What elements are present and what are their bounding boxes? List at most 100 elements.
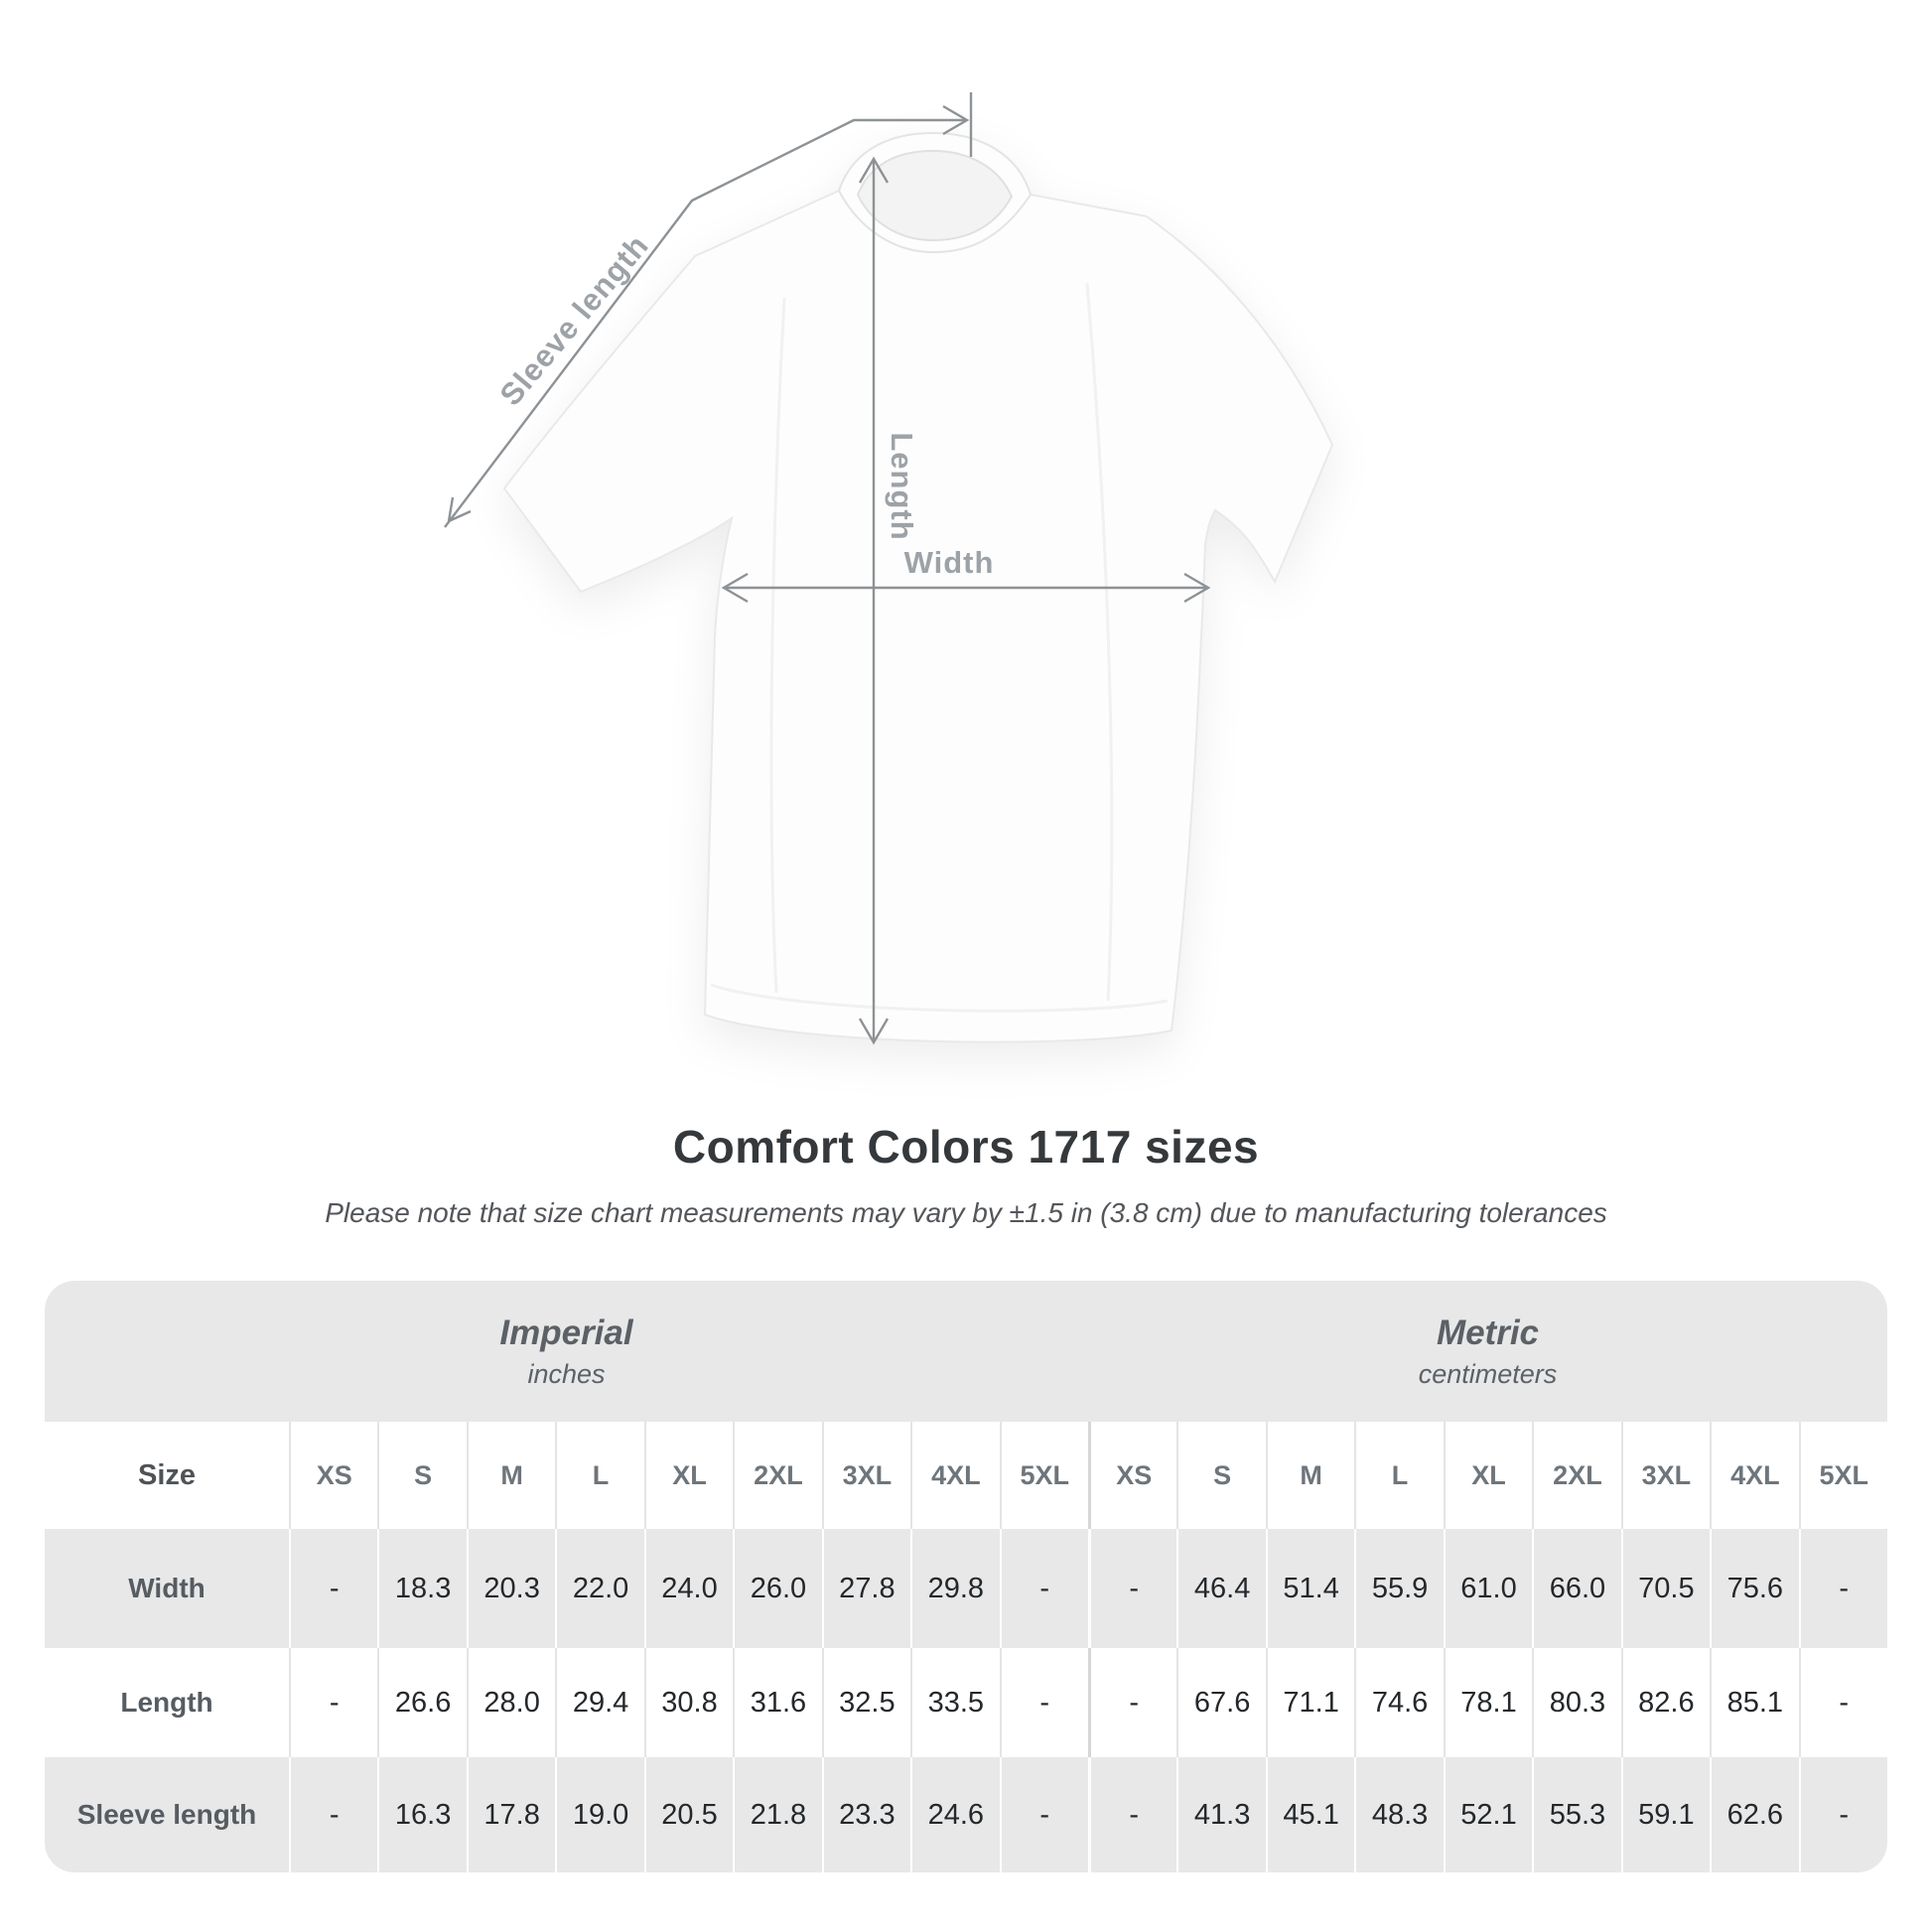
value-cell: 45.1 (1265, 1757, 1355, 1872)
value-cell: - (999, 1648, 1088, 1757)
column-header-imperial-2xl: 2XL (733, 1422, 822, 1529)
value-cell: 18.3 (377, 1529, 467, 1648)
imperial-section-unit: inches (527, 1358, 606, 1389)
value-cell: - (1798, 1529, 1887, 1648)
value-cell: 21.8 (733, 1757, 822, 1872)
value-cell: 55.9 (1354, 1529, 1444, 1648)
value-cell: 29.8 (910, 1529, 1000, 1648)
value-cell: 62.6 (1710, 1757, 1799, 1872)
column-header-imperial-3xl: 3XL (821, 1422, 911, 1529)
column-header-metric-l: L (1354, 1422, 1444, 1529)
column-header-metric-3xl: 3XL (1620, 1422, 1711, 1529)
value-cell: 41.3 (1176, 1757, 1266, 1872)
value-cell: 26.0 (733, 1529, 822, 1648)
imperial-section-header: Imperial inches (45, 1281, 1088, 1422)
value-cell: 74.6 (1354, 1648, 1444, 1757)
page-subtitle: Please note that size chart measurements… (325, 1197, 1607, 1228)
value-cell: 24.0 (643, 1529, 734, 1648)
arrowhead-downleft-icon (447, 496, 472, 524)
width-label: Width (904, 545, 995, 580)
size-table: Imperial inches Metric centimeters Size X… (45, 1281, 1887, 1872)
imperial-section-title: Imperial (499, 1312, 633, 1352)
fabric-folds (710, 282, 1169, 1013)
value-cell: - (289, 1529, 378, 1648)
column-header-metric-2xl: 2XL (1532, 1422, 1621, 1529)
value-cell: 19.0 (555, 1757, 644, 1872)
value-cell: 59.1 (1620, 1757, 1711, 1872)
column-header-metric-4xl: 4XL (1710, 1422, 1799, 1529)
value-cell: 52.1 (1443, 1757, 1533, 1872)
value-cell: - (999, 1529, 1088, 1648)
value-cell: 22.0 (555, 1529, 644, 1648)
value-cell: 16.3 (377, 1757, 467, 1872)
value-cell: 30.8 (643, 1648, 734, 1757)
row-label-sleeve-length: Sleeve length (45, 1757, 289, 1872)
value-cell: 27.8 (821, 1529, 911, 1648)
tshirt-neck-opening (856, 149, 1014, 242)
value-cell: 82.6 (1620, 1648, 1711, 1757)
tshirt-illustration (502, 131, 1334, 1043)
value-cell: 31.6 (733, 1648, 822, 1757)
value-cell: - (1087, 1648, 1177, 1757)
value-cell: - (1798, 1648, 1887, 1757)
column-header-metric-m: M (1265, 1422, 1355, 1529)
length-label: Length (885, 432, 919, 540)
page-title: Comfort Colors 1717 sizes (672, 1121, 1260, 1173)
value-cell: - (1798, 1757, 1887, 1872)
value-cell: 46.4 (1176, 1529, 1266, 1648)
value-cell: 20.5 (643, 1757, 734, 1872)
value-cell: - (1087, 1529, 1177, 1648)
value-cell: 33.5 (910, 1648, 1000, 1757)
value-cell: 75.6 (1710, 1529, 1799, 1648)
value-cell: 32.5 (821, 1648, 911, 1757)
column-header-metric-s: S (1176, 1422, 1266, 1529)
value-cell: 67.6 (1176, 1648, 1266, 1757)
value-cell: 29.4 (555, 1648, 644, 1757)
sleeve-length-line (444, 118, 967, 528)
value-cell: 71.1 (1265, 1648, 1355, 1757)
column-header-imperial-xl: XL (643, 1422, 734, 1529)
column-header-metric-xl: XL (1443, 1422, 1533, 1529)
metric-section-unit: centimeters (1418, 1358, 1558, 1389)
metric-section-title: Metric (1436, 1312, 1540, 1352)
metric-section-header: Metric centimeters (1087, 1281, 1887, 1422)
measurement-lines (444, 92, 1211, 1045)
column-header-imperial-5xl: 5XL (999, 1422, 1088, 1529)
tshirt-diagram: Sleeve length Length Width (444, 92, 1334, 1045)
value-cell: 85.1 (1710, 1648, 1799, 1757)
column-header-imperial-l: L (555, 1422, 644, 1529)
arrowhead-right-icon (942, 104, 970, 136)
row-label-width: Width (45, 1529, 289, 1648)
value-cell: 17.8 (466, 1757, 556, 1872)
value-cell: 20.3 (466, 1529, 556, 1648)
arrowhead-right2-icon (1183, 572, 1211, 604)
value-cell: 55.3 (1532, 1757, 1621, 1872)
row-label-length: Length (45, 1648, 289, 1757)
column-header-imperial-xs: XS (289, 1422, 378, 1529)
value-cell: 26.6 (377, 1648, 467, 1757)
value-cell: 70.5 (1620, 1529, 1711, 1648)
column-header-imperial-m: M (466, 1422, 556, 1529)
value-cell: 61.0 (1443, 1529, 1533, 1648)
arrowhead-left-icon (721, 572, 749, 604)
value-cell: 51.4 (1265, 1529, 1355, 1648)
column-header-imperial-4xl: 4XL (910, 1422, 1000, 1529)
value-cell: 23.3 (821, 1757, 911, 1872)
value-cell: 28.0 (466, 1648, 556, 1757)
column-header-metric-5xl: 5XL (1798, 1422, 1887, 1529)
arrowhead-up-icon (858, 156, 890, 184)
tshirt-body (502, 189, 1334, 1043)
value-cell: - (289, 1648, 378, 1757)
column-header-imperial-s: S (377, 1422, 467, 1529)
value-cell: 24.6 (910, 1757, 1000, 1872)
value-cell: 80.3 (1532, 1648, 1621, 1757)
column-header-metric-xs: XS (1087, 1422, 1177, 1529)
value-cell: 66.0 (1532, 1529, 1621, 1648)
value-cell: - (289, 1757, 378, 1872)
value-cell: 78.1 (1443, 1648, 1533, 1757)
value-cell: 48.3 (1354, 1757, 1444, 1872)
arrowhead-down-icon (858, 1018, 890, 1045)
value-cell: - (1087, 1757, 1177, 1872)
column-header-size: Size (45, 1422, 289, 1529)
